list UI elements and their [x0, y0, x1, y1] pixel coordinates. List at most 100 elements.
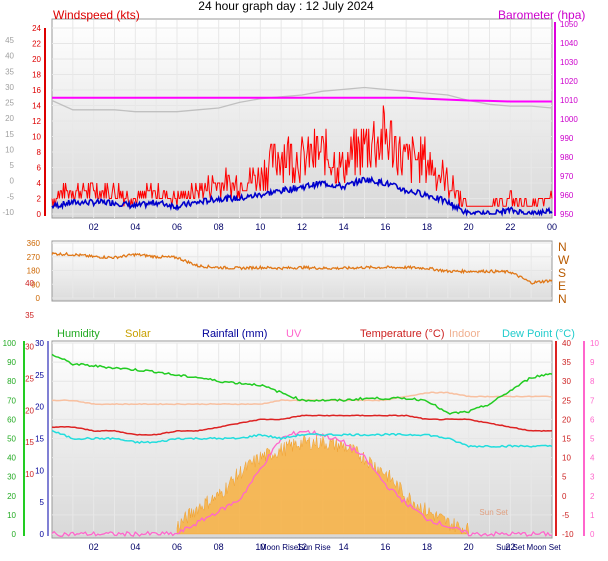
tick-label-humidity: 70: [7, 396, 16, 405]
event-annotation: Sun Set: [479, 508, 508, 517]
tick-label-baro: 1000: [560, 115, 578, 124]
series-barometer: [52, 96, 552, 103]
series-solar: [176, 433, 469, 535]
x-tick-label: 12: [297, 542, 307, 552]
tick-label-gray: 35: [5, 67, 14, 76]
tick-label-rain: 5: [40, 498, 45, 507]
tick-label-baro: 1010: [560, 96, 578, 105]
tick-label-temp-right: 25: [562, 396, 571, 405]
wind-barometer-chart: Windspeed (kts) Barometer (hpa) 24222018…: [2, 8, 585, 232]
tick-label-temp-right: 15: [562, 435, 571, 444]
x-tick-label: 08: [214, 542, 224, 552]
tick-label-temp-left: 35: [25, 311, 34, 320]
tick-label-temp-right: 5: [562, 473, 567, 482]
tick-label-rain: 15: [35, 435, 44, 444]
event-annotation: Moon Rise: [260, 543, 299, 552]
tick-label-humidity: 100: [3, 339, 17, 348]
series-humidity: [51, 353, 553, 415]
tick-label-gray: 45: [5, 36, 14, 45]
series-wind: [51, 175, 553, 217]
tick-label-humidity: 0: [12, 530, 17, 539]
tick-label-wind: 10: [32, 133, 41, 142]
tick-label-baro: 1050: [560, 20, 578, 29]
x-tick-label: 04: [130, 222, 140, 232]
tick-label-wind: 24: [32, 24, 41, 33]
legend-humidity: Humidity: [57, 328, 100, 340]
tick-label-wind: 8: [37, 148, 42, 157]
tick-label-rain: 0: [40, 530, 45, 539]
legend-indoor: Indoor: [449, 328, 481, 340]
tick-label-baro: 960: [560, 191, 574, 200]
tick-label-wind: 2: [37, 195, 42, 204]
series-temperature: [51, 414, 553, 436]
tick-label-humidity: 90: [7, 358, 16, 367]
x-tick-label: 12: [297, 222, 307, 232]
tick-label-temp-right: 10: [562, 454, 571, 463]
compass-label: E: [558, 279, 566, 293]
tick-label-humidity: 50: [7, 435, 16, 444]
tick-label-uv: 8: [590, 377, 595, 386]
legend-uv: UV: [286, 328, 302, 340]
x-tick-label: 00: [547, 222, 557, 232]
tick-label-temp-right: 40: [562, 339, 571, 348]
tick-label-direction: 90: [31, 280, 40, 289]
tick-label-rain: 20: [35, 403, 44, 412]
tick-label-temp-left: 10: [25, 470, 34, 479]
tick-label-temp-right: 30: [562, 377, 571, 386]
tick-label-uv: 10: [590, 339, 599, 348]
x-tick-label: 02: [89, 542, 99, 552]
x-tick-label: 22: [505, 542, 515, 552]
x-tick-label: 16: [380, 542, 390, 552]
x-tick-label: 20: [464, 542, 474, 552]
event-annotation: Sun Set: [496, 543, 525, 552]
x-tick-label: 18: [422, 222, 432, 232]
tick-label-temp-left: 25: [25, 375, 34, 384]
x-tick-label: 14: [339, 222, 349, 232]
tick-label-direction: 180: [27, 267, 41, 276]
tick-label-gray: 0: [10, 177, 15, 186]
series-uv: [51, 429, 553, 538]
tick-label-temp-left: 20: [25, 406, 34, 415]
tick-label-direction: 360: [27, 239, 41, 248]
compass-label: N: [558, 240, 567, 254]
tick-label-temp-right: 35: [562, 358, 571, 367]
tick-label-temp-left: 30: [25, 343, 34, 352]
compass-label: N: [558, 292, 567, 306]
tick-label-uv: 1: [590, 511, 595, 520]
tick-label-gray: -5: [7, 192, 15, 201]
tick-label-baro: 970: [560, 172, 574, 181]
series-wind-direction: [51, 251, 553, 285]
tick-label-gray: 25: [5, 99, 14, 108]
tick-label-humidity: 40: [7, 454, 16, 463]
tick-label-uv: 4: [590, 454, 595, 463]
tick-label-temp-left: 15: [25, 438, 34, 447]
tick-label-gray: -10: [2, 208, 14, 217]
legend-dewpoint: Dew Point (°C): [502, 328, 575, 340]
tick-label-wind: 20: [32, 55, 41, 64]
legend-rainfall: Rainfall (mm): [202, 328, 267, 340]
tick-label-baro: 980: [560, 153, 574, 162]
x-tick-label: 06: [172, 542, 182, 552]
tick-label-gray: 10: [5, 145, 14, 154]
tick-label-baro: 1030: [560, 58, 578, 67]
tick-label-wind: 22: [32, 40, 41, 49]
tick-label-uv: 0: [590, 530, 595, 539]
x-tick-label: 14: [339, 542, 349, 552]
tick-label-humidity: 80: [7, 377, 16, 386]
x-tick-label: 02: [89, 222, 99, 232]
tick-label-humidity: 30: [7, 473, 16, 482]
tick-label-gray: 15: [5, 130, 14, 139]
page-title: 24 hour graph day : 12 July 2024: [198, 0, 374, 13]
tick-label-baro: 1020: [560, 77, 578, 86]
tick-label-humidity: 60: [7, 415, 16, 424]
x-tick-label: 08: [214, 222, 224, 232]
tick-label-wind: 14: [32, 102, 41, 111]
x-tick-label: 06: [172, 222, 182, 232]
tick-label-rain: 10: [35, 466, 44, 475]
legend-solar: Solar: [125, 328, 151, 340]
tick-label-gray: 5: [10, 161, 15, 170]
tick-label-direction: 0: [36, 294, 41, 303]
temperature-humidity-chart: Humidity Solar Rainfall (mm) UV Temperat…: [3, 279, 600, 552]
series-gust: [51, 105, 553, 207]
